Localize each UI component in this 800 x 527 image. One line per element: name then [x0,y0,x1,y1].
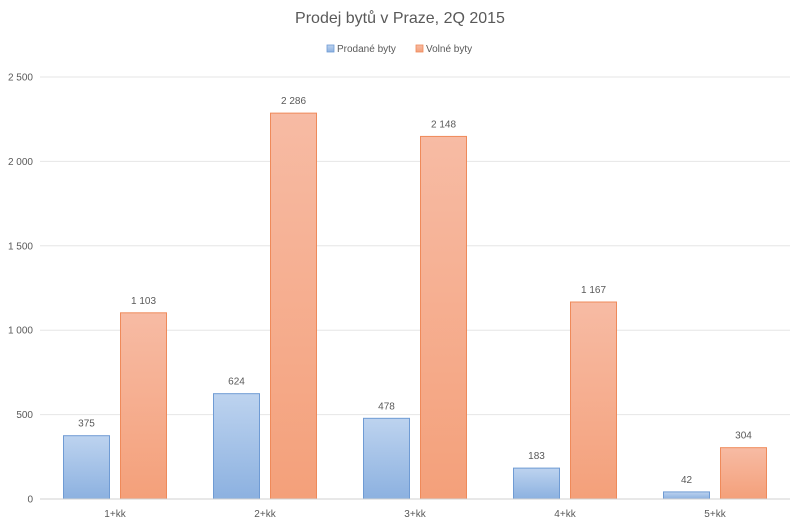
data-label-prodane-1+kk: 375 [78,419,95,430]
y-tick-label: 1 000 [8,326,33,337]
data-label-volne-4+kk: 1 167 [581,285,606,296]
bar-volne-1+kk [120,312,167,500]
bar-prodane-5+kk [663,491,710,500]
bar-prodane-2+kk [213,393,260,500]
x-tick-label: 2+kk [254,509,276,520]
x-tick-label: 5+kk [704,509,726,520]
data-label-volne-2+kk: 2 286 [281,96,306,107]
data-labels: 375 1 103 624 2 286 478 2 148 183 1 167 42 304 [78,96,752,486]
bar-volne-2+kk [270,112,317,500]
data-label-volne-3+kk: 2 148 [431,119,456,130]
chart-title: Prodej bytů v Praze, 2Q 2015 [295,9,505,27]
legend-label-prodane: Prodané byty [337,44,396,55]
y-tick-label: 500 [16,410,33,421]
data-label-prodane-3+kk: 478 [378,401,395,412]
legend-swatch-prodane [326,44,335,53]
data-label-volne-1+kk: 1 103 [131,296,156,307]
bar-prodane-4+kk [513,467,560,500]
bar-volne-3+kk [420,135,467,500]
bars [63,112,767,500]
bar-prodane-3+kk [363,417,410,500]
y-tick-label: 2 000 [8,157,33,168]
data-label-prodane-4+kk: 183 [528,451,545,462]
legend-label-volne: Volné byty [426,44,472,55]
data-label-volne-5+kk: 304 [735,431,752,442]
legend: Prodané byty Volné byty [326,44,472,55]
data-label-prodane-5+kk: 42 [681,475,693,486]
data-label-prodane-2+kk: 624 [228,377,245,388]
x-axis-ticks: 1+kk 2+kk 3+kk 4+kk 5+kk [104,509,726,520]
y-axis-ticks: 0 500 1 000 1 500 2 000 2 500 [8,73,33,506]
bar-volne-4+kk [570,301,617,500]
legend-swatch-volne [415,44,424,53]
y-tick-label: 1 500 [8,241,33,252]
x-tick-label: 3+kk [404,509,426,520]
bar-prodane-1+kk [63,435,110,500]
y-tick-label: 2 500 [8,73,33,84]
x-tick-label: 4+kk [554,509,576,520]
y-tick-label: 0 [27,495,33,506]
x-tick-label: 1+kk [104,509,126,520]
bar-volne-5+kk [720,447,767,500]
